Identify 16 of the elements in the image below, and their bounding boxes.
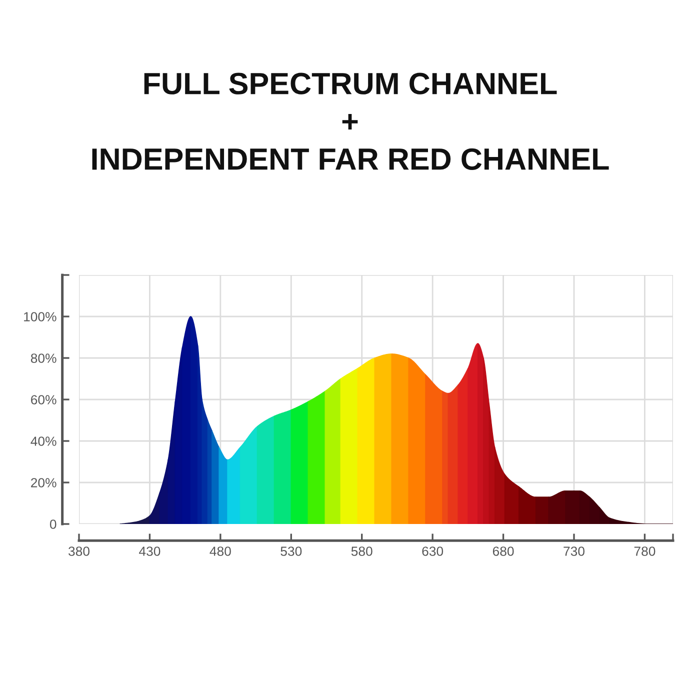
x-tick-label: 480 <box>210 546 231 556</box>
x-tick-label: 780 <box>634 546 656 556</box>
y-tick-label: 100% <box>24 312 56 322</box>
y-tick-label: 20% <box>31 478 56 488</box>
x-tick-label: 380 <box>68 546 90 556</box>
x-tick-label: 430 <box>139 546 160 556</box>
y-tick-label: 0 <box>50 520 56 529</box>
y-tick-label: 80% <box>30 354 56 363</box>
x-tick-label: 730 <box>564 546 584 556</box>
y-tick-label: 60% <box>31 395 56 404</box>
x-tick-label: 680 <box>492 546 514 556</box>
x-tick-label: 580 <box>351 546 372 556</box>
y-tick-label: 40% <box>30 436 56 446</box>
chart-title: FULL SPECTRUM CHANNEL + INDEPENDENT FAR RED CHANNEL <box>92 72 609 170</box>
x-tick-label: 630 <box>422 546 444 556</box>
x-tick-label: 530 <box>280 546 302 556</box>
